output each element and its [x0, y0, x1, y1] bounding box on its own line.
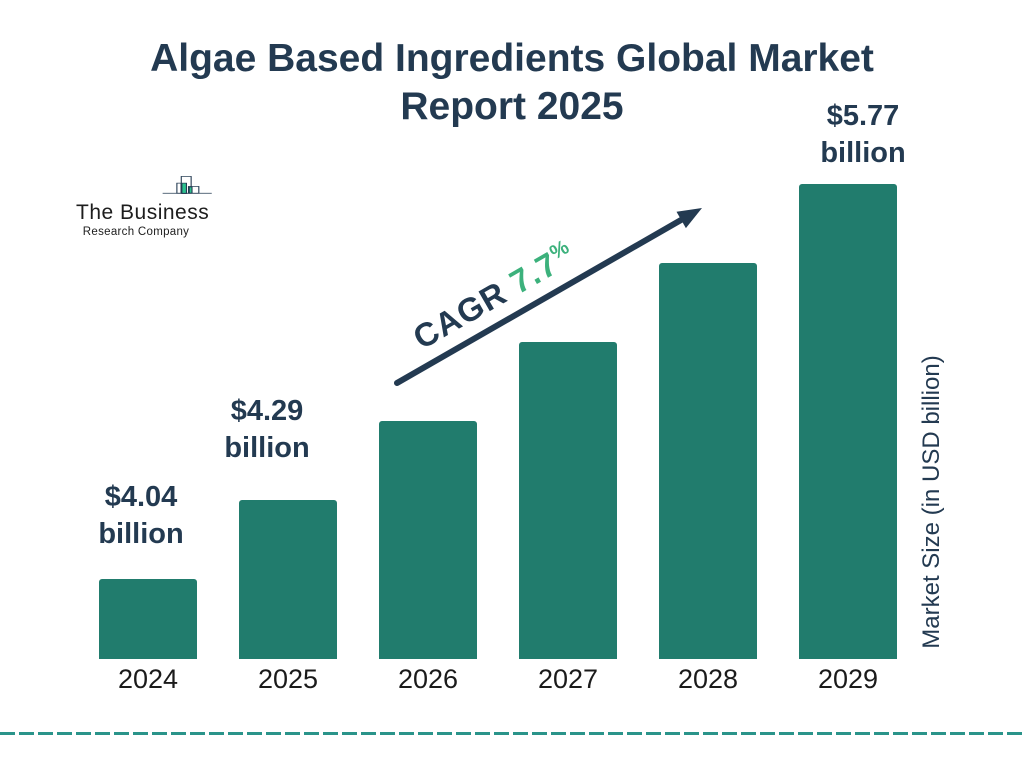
value-label-2025: $4.29 billion [224, 395, 310, 464]
chart-title: Algae Based Ingredients Global Market Re… [0, 35, 1024, 131]
x-tick-2028: 2028 [677, 664, 739, 694]
bar-chart-logo-icon [162, 176, 212, 194]
company-logo-text: The Business Research Company [76, 201, 210, 238]
bar-2024 [99, 579, 197, 659]
chart-title-line2: Report 2025 [400, 85, 624, 128]
x-tick-2029: 2029 [817, 664, 879, 694]
chart-title-line1: Algae Based Ingredients Global Market [150, 37, 874, 80]
bar-2026 [379, 421, 477, 659]
bar-2028 [659, 263, 757, 659]
logo-subname: Research Company [82, 226, 190, 238]
bar-2029 [799, 184, 897, 659]
x-tick-2026: 2026 [397, 664, 459, 694]
x-tick-2027: 2027 [537, 664, 599, 694]
y-axis-label: Market Size (in USD billion) [918, 355, 945, 649]
x-tick-2025: 2025 [257, 664, 319, 694]
dashed-bottom-line [0, 732, 1024, 735]
growth-arrow-icon [394, 208, 702, 386]
value-label-2024: $4.04 billion [98, 481, 184, 550]
bar-2025 [239, 500, 337, 659]
x-tick-2024: 2024 [117, 664, 179, 694]
value-label-2029: $5.77 billion [820, 100, 906, 169]
bar-2027 [519, 342, 617, 659]
logo-name: The Business [76, 201, 210, 224]
